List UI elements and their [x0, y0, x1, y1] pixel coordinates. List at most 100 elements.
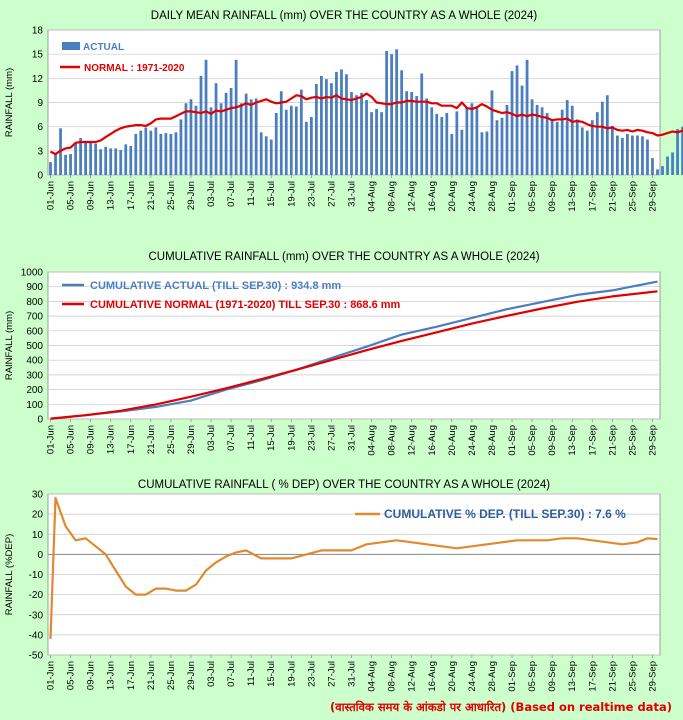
- y-tick-label: 0: [37, 415, 43, 426]
- bar: [299, 89, 303, 175]
- x-tick-label: 04-Aug: [367, 425, 378, 456]
- bar: [676, 129, 679, 175]
- bar: [320, 75, 323, 175]
- x-tick-label: 08-Aug: [387, 661, 398, 692]
- bar: [505, 104, 509, 175]
- bar: [535, 104, 539, 175]
- x-tick-label: 03-Jul: [206, 425, 217, 451]
- bar: [89, 141, 93, 175]
- bar: [485, 131, 489, 175]
- legend-label: CUMULATIVE % DEP. (TILL SEP.30) : 7.6 %: [384, 507, 626, 521]
- bar: [129, 146, 133, 175]
- y-axis-label: RAINFALL (%DEP): [4, 534, 15, 615]
- x-tick-label: 17-Sep: [587, 425, 598, 456]
- x-tick-label: 25-Sep: [627, 661, 638, 692]
- footer-note: (वास्तविक समय के आंकडो पर आधारित) (Based…: [330, 700, 672, 715]
- x-tick-label: 29-Jun: [186, 425, 197, 454]
- x-tick-label: 07-Jul: [226, 661, 237, 687]
- x-tick-label: 13-Sep: [567, 181, 578, 212]
- y-tick-label: 400: [26, 356, 43, 367]
- bar: [169, 133, 173, 175]
- x-tick-label: 27-Jul: [326, 181, 337, 207]
- y-tick-label: 10: [32, 530, 44, 541]
- x-tick-label: 09-Jun: [86, 181, 97, 210]
- x-tick-label: 13-Jun: [106, 181, 117, 210]
- bar: [64, 154, 67, 175]
- x-tick-label: 29-Sep: [647, 181, 658, 212]
- y-tick-label: 500: [26, 341, 43, 352]
- y-tick-label: 200: [26, 385, 43, 396]
- bar: [681, 126, 683, 175]
- y-tick-label: 800: [26, 297, 43, 308]
- x-tick-label: 19-Jul: [286, 425, 297, 451]
- bar: [360, 92, 363, 175]
- chart-title: CUMULATIVE RAINFALL (mm) OVER THE COUNTR…: [148, 251, 539, 263]
- x-tick-label: 13-Sep: [567, 425, 578, 456]
- x-tick-label: 05-Sep: [527, 425, 538, 456]
- bar: [651, 158, 654, 175]
- x-tick-label: 20-Aug: [447, 181, 458, 212]
- x-tick-label: 15-Jul: [266, 425, 277, 451]
- x-tick-label: 09-Sep: [547, 661, 558, 692]
- bar: [585, 130, 589, 175]
- chart-title: DAILY MEAN RAINFALL (mm) OVER THE COUNTR…: [151, 10, 538, 22]
- bar: [631, 135, 634, 175]
- bar: [330, 83, 333, 175]
- bar: [380, 112, 383, 175]
- bar: [194, 105, 198, 175]
- bar: [530, 99, 534, 175]
- y-tick-label: 9: [37, 98, 43, 109]
- bar: [154, 127, 158, 175]
- bar: [555, 121, 559, 175]
- x-tick-label: 20-Aug: [447, 425, 458, 456]
- bar: [470, 103, 474, 175]
- footer-hindi: (वास्तविक समय के आंकडो पर आधारित): [330, 700, 507, 714]
- x-tick-label: 19-Jul: [286, 661, 297, 687]
- bar: [620, 137, 624, 175]
- bar: [309, 117, 313, 175]
- bar: [54, 154, 57, 175]
- daily-rainfall-chart: DAILY MEAN RAINFALL (mm) OVER THE COUNTR…: [4, 10, 683, 212]
- x-tick-label: 17-Jun: [126, 181, 137, 210]
- x-tick-label: 25-Sep: [627, 425, 638, 456]
- bar: [425, 98, 429, 175]
- bar: [184, 103, 188, 175]
- x-tick-label: 23-Jul: [306, 181, 317, 207]
- x-tick-label: 11-Jul: [246, 425, 257, 450]
- x-tick-label: 16-Aug: [427, 661, 438, 692]
- bar: [109, 148, 113, 175]
- legend-label: CUMULATIVE ACTUAL (TILL SEP.30) : 934.8 …: [90, 280, 341, 292]
- x-tick-label: 28-Aug: [487, 661, 498, 692]
- y-tick-label: -40: [29, 630, 44, 641]
- cumulative-rainfall-chart: CUMULATIVE RAINFALL (mm) OVER THE COUNTR…: [4, 251, 661, 456]
- bar: [224, 92, 228, 175]
- x-tick-label: 20-Aug: [447, 661, 458, 692]
- x-tick-label: 01-Jun: [46, 661, 57, 690]
- y-tick-label: 30: [32, 490, 44, 501]
- bar: [124, 144, 128, 175]
- x-tick-label: 31-Jul: [346, 425, 357, 451]
- bar: [525, 59, 529, 175]
- bar: [666, 156, 669, 175]
- x-tick-label: 01-Jun: [46, 425, 57, 454]
- bar: [435, 113, 439, 175]
- bar: [164, 133, 168, 175]
- x-tick-label: 11-Jul: [246, 181, 257, 206]
- y-tick-label: -50: [29, 651, 44, 662]
- bar: [355, 95, 358, 175]
- bar: [641, 136, 644, 175]
- x-tick-label: 01-Sep: [507, 181, 518, 212]
- y-tick-label: 3: [37, 146, 43, 157]
- x-tick-label: 05-Sep: [527, 181, 538, 212]
- bar: [345, 74, 348, 175]
- bar: [219, 103, 223, 175]
- x-tick-label: 21-Sep: [607, 425, 618, 456]
- bar: [605, 95, 609, 175]
- x-tick-label: 04-Aug: [367, 181, 378, 212]
- bar: [249, 99, 253, 175]
- x-tick-label: 07-Jul: [226, 425, 237, 451]
- bar: [385, 50, 388, 175]
- bar: [450, 133, 454, 175]
- bar: [455, 111, 459, 175]
